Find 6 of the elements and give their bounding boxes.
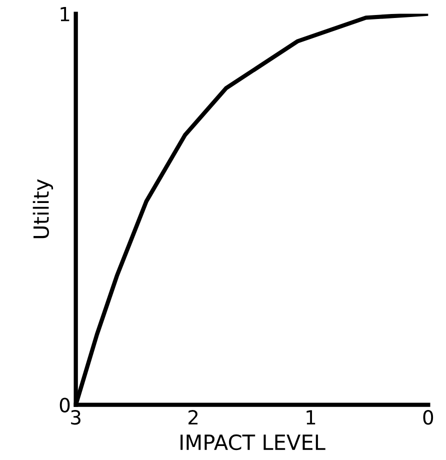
x-tick-label: 1 — [306, 410, 316, 424]
y-axis-title: Utility — [32, 179, 54, 238]
x-tick-label: 2 — [188, 410, 198, 424]
x-tick-label: 3 — [71, 410, 80, 425]
x-axis-title: IMPACT LEVEL — [180, 434, 326, 450]
x-tick-label: 0 — [423, 410, 434, 425]
